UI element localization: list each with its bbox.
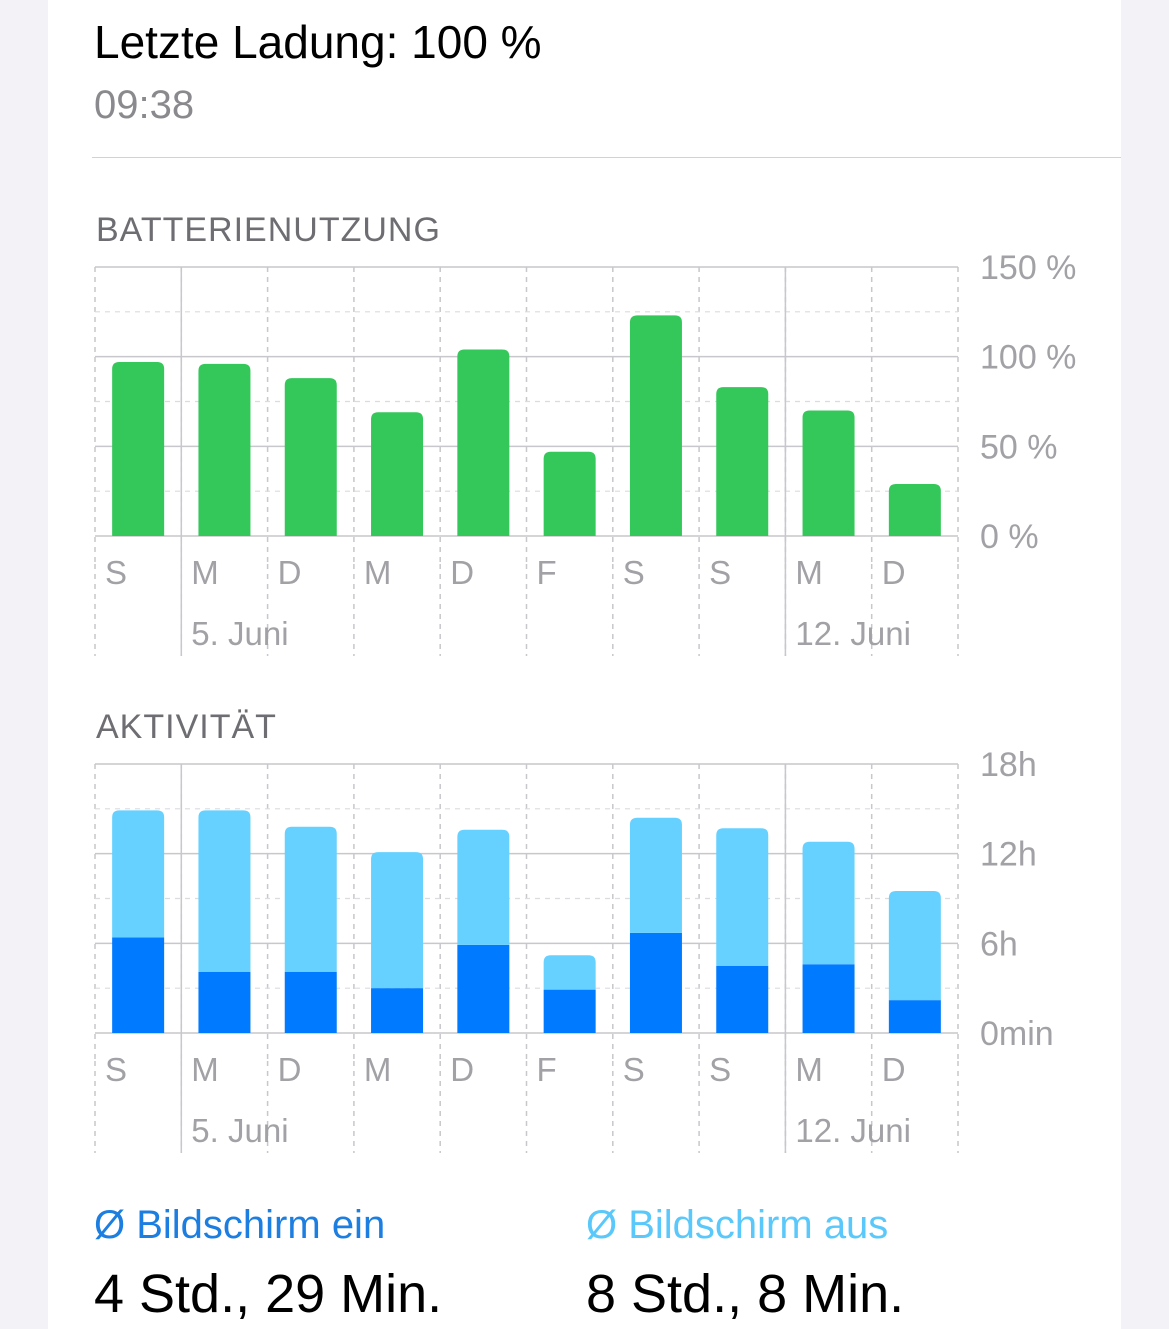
x-tick-label: M [364,1051,392,1088]
screen-off-average: 8 Std., 8 Min. [586,1264,905,1324]
screen-off-bar [457,829,510,945]
screen-on-bar [112,937,165,1033]
y-tick-label: 0min [980,1015,1054,1053]
y-tick-label: 0 % [980,518,1039,556]
divider [92,157,1121,158]
x-tick-label: F [537,1051,557,1088]
x-tick-label: M [795,1051,823,1088]
x-tick-label: D [450,1051,474,1088]
last-charge-title: Letzte Ladung: 100 % [94,16,542,68]
x-tick-label: D [882,554,906,591]
screen-off-bar [888,891,941,1001]
screen-on-bar [457,944,510,1033]
x-tick-label: M [364,554,392,591]
screen-off-bar [716,828,769,966]
battery-usage-heading: BATTERIENUTZUNG [96,211,441,249]
battery-bar [629,315,682,536]
screen-off-bar [284,826,337,972]
x-tick-label: D [882,1051,906,1088]
screen-off-bar [198,810,251,972]
battery-bar [371,412,424,536]
date-label: 12. Juni [795,1112,911,1149]
x-tick-label: S [623,1051,645,1088]
screen-on-bar [888,1000,941,1033]
battery-bar [198,363,251,536]
battery-bar [888,483,941,536]
x-tick-label: F [537,554,557,591]
x-tick-label: S [105,1051,127,1088]
y-tick-label: 18h [980,746,1037,784]
screen-on-bar [198,971,251,1033]
screen-on-legend: Ø Bildschirm ein [94,1203,386,1247]
battery-bar [543,451,596,536]
x-tick-label: M [191,554,219,591]
y-tick-label: 6h [980,925,1018,963]
x-tick-label: D [450,554,474,591]
screen-on-bar [802,964,855,1033]
x-tick-label: S [709,554,731,591]
screen-on-bar [716,965,769,1033]
y-tick-label: 150 % [980,249,1076,287]
x-tick-label: S [623,554,645,591]
x-tick-label: D [278,554,302,591]
last-charge-time: 09:38 [94,83,195,127]
x-tick-label: S [709,1051,731,1088]
date-label: 5. Juni [191,1112,288,1149]
screen-on-bar [371,988,424,1033]
battery-card [48,0,1121,1329]
y-tick-label: 100 % [980,339,1076,377]
screen-on-bar [543,989,596,1033]
battery-usage-chart[interactable]: 0 % 50 % 100 % 150 % S M D M D F S S M D 5. Juni 12. Ju… [0,249,1169,670]
battery-bar [716,387,769,536]
x-tick-label: D [278,1051,302,1088]
x-tick-label: M [795,554,823,591]
x-tick-label: M [191,1051,219,1088]
activity-heading: AKTIVITÄT [96,708,277,746]
battery-bar [112,362,165,536]
screen-off-bar [543,955,596,990]
activity-chart[interactable]: 0min 6h 12h 18h S M D M D F S S M D 5. Juni 12. Juni [0,746,1169,1167]
screen-off-bar [112,810,165,938]
screen-off-bar [371,852,424,989]
date-label: 12. Juni [795,615,911,652]
x-tick-label: S [105,554,127,591]
screen-on-average: 4 Std., 29 Min. [94,1264,443,1324]
y-tick-label: 50 % [980,428,1058,466]
date-label: 5. Juni [191,615,288,652]
screen-off-legend: Ø Bildschirm aus [586,1203,889,1247]
screen-on-bar [284,971,337,1033]
battery-bar [457,349,510,536]
screen-off-bar [802,841,855,965]
y-tick-label: 12h [980,836,1037,874]
battery-bar [802,410,855,536]
screen-on-bar [629,932,682,1033]
battery-bar [284,378,337,536]
screen-off-bar [629,817,682,933]
